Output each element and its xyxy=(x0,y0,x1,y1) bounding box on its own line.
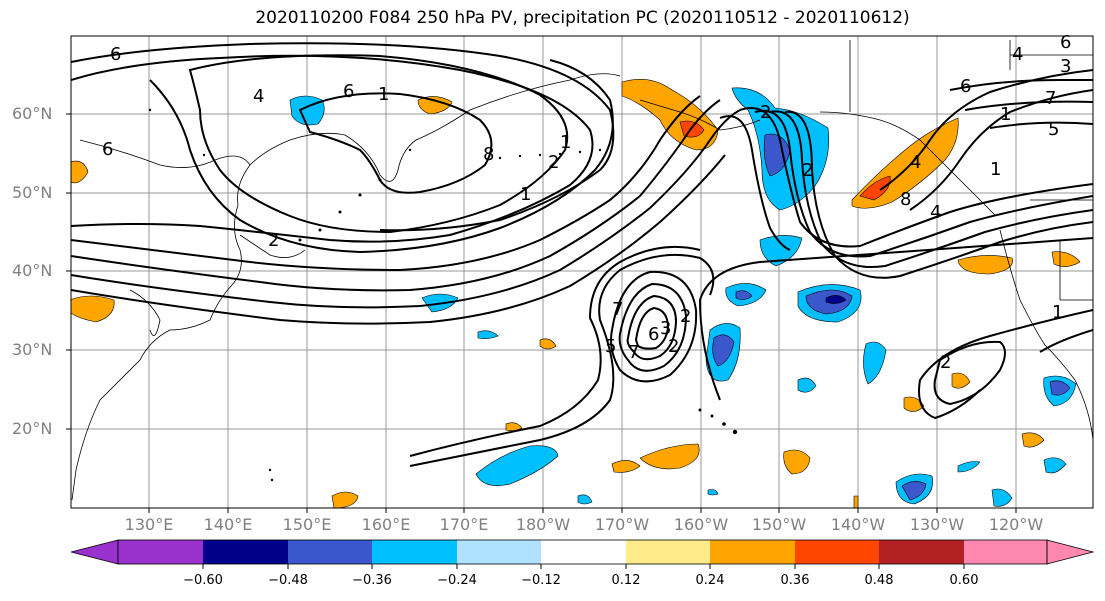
lon-label: 130°W xyxy=(909,515,965,534)
colorbar-bin xyxy=(541,540,626,564)
contour-label: 1 xyxy=(1000,104,1011,125)
contour-label: 2 xyxy=(680,306,691,327)
colorbar-high-extend xyxy=(1046,539,1095,565)
lon-label: 160°E xyxy=(361,515,411,534)
lon-label: 120°W xyxy=(988,515,1044,534)
contour-label: 2 xyxy=(548,152,559,173)
contour-label: 7 xyxy=(628,342,639,363)
contour-label: 5 xyxy=(1048,119,1059,140)
lon-label: 170°E xyxy=(439,515,489,534)
figure-title: 2020110200 F084 250 hPa PV, precipitatio… xyxy=(255,8,910,28)
contour-label: 2 xyxy=(760,102,771,123)
colorbar-bin xyxy=(879,540,964,564)
colorbar-bin xyxy=(118,540,203,564)
colorbar-tick-label: −0.48 xyxy=(268,573,308,588)
contour-label: 5 xyxy=(605,336,616,357)
contour-label: 4 xyxy=(1012,44,1023,65)
lat-label: 50°N xyxy=(12,183,53,202)
contour-label: 2 xyxy=(802,160,813,181)
colorbar-bin xyxy=(626,540,710,564)
contour-label: 8 xyxy=(900,189,911,210)
lon-label: 130°E xyxy=(124,515,174,534)
contour-label: 6 xyxy=(102,139,113,160)
lon-label: 170°W xyxy=(594,515,650,534)
contour-label: 4 xyxy=(930,202,941,223)
colorbar-tick-label: 0.48 xyxy=(864,573,894,588)
contour-label: 2 xyxy=(668,336,679,357)
colorbar-tick-label: −0.12 xyxy=(521,573,561,588)
map-frame-bg xyxy=(71,36,1093,508)
colorbar-tick-label: −0.36 xyxy=(352,573,392,588)
lat-label: 20°N xyxy=(12,419,53,438)
lon-label: 140°W xyxy=(830,515,886,534)
contour-label: 6 xyxy=(1060,32,1071,53)
lat-label: 30°N xyxy=(12,340,53,359)
colorbar-bin xyxy=(372,540,457,564)
colorbar-tick-label: −0.60 xyxy=(183,573,223,588)
contour-label: 1 xyxy=(1052,302,1063,323)
lon-label: 150°W xyxy=(751,515,807,534)
colorbar-bin xyxy=(457,540,541,564)
precip-shading xyxy=(71,79,1081,508)
axis-ticks xyxy=(66,113,1017,513)
lat-label: 40°N xyxy=(12,261,53,280)
lon-label: 180°W xyxy=(515,515,571,534)
lon-label: 140°E xyxy=(203,515,253,534)
contour-label: 8 xyxy=(483,144,494,165)
colorbar-bin xyxy=(710,540,795,564)
contour-label: 7 xyxy=(1045,88,1056,109)
colorbar-bin xyxy=(203,540,288,564)
contour-label: 3 xyxy=(660,318,671,339)
colorbar-tick-label: 0.36 xyxy=(780,573,810,588)
lat-label: 60°N xyxy=(12,104,53,123)
colorbar-bin xyxy=(288,540,372,564)
colorbar-bin xyxy=(964,540,1047,564)
map-border xyxy=(70,35,1094,509)
colorbar-tick-label: −0.24 xyxy=(437,573,477,588)
contour-label: 6 xyxy=(343,81,354,102)
colorbar-low-extend xyxy=(70,539,119,565)
pv-contours xyxy=(71,42,1093,467)
contour-label: 6 xyxy=(110,44,121,65)
contour-label: 1 xyxy=(990,159,1001,180)
colorbar xyxy=(70,539,1095,569)
contour-label: 4 xyxy=(910,152,921,173)
contour-label: 3 xyxy=(1060,56,1071,77)
contour-label: 1 xyxy=(520,184,531,205)
lon-label: 150°E xyxy=(282,515,332,534)
colorbar-tick-label: 0.60 xyxy=(949,573,979,588)
contour-labels: 6 4 6 1 8 2 6 1 8 4 1 6 2 4 6 7 5 3 1 7 … xyxy=(102,32,1071,373)
lon-label: 160°W xyxy=(673,515,729,534)
coastlines xyxy=(71,40,1093,501)
contour-label: 6 xyxy=(960,76,971,97)
contour-label: 7 xyxy=(612,299,623,320)
colorbar-tick-label: 0.12 xyxy=(611,573,641,588)
contour-label: 6 xyxy=(648,324,659,345)
contour-label: 2 xyxy=(940,352,951,373)
contour-label: 1 xyxy=(560,132,571,153)
colorbar-tick-label: 0.24 xyxy=(695,573,725,588)
colorbar-bin xyxy=(795,540,879,564)
contour-label: 4 xyxy=(253,86,264,107)
contour-label: 2 xyxy=(268,230,279,251)
contour-label: 1 xyxy=(378,84,389,105)
